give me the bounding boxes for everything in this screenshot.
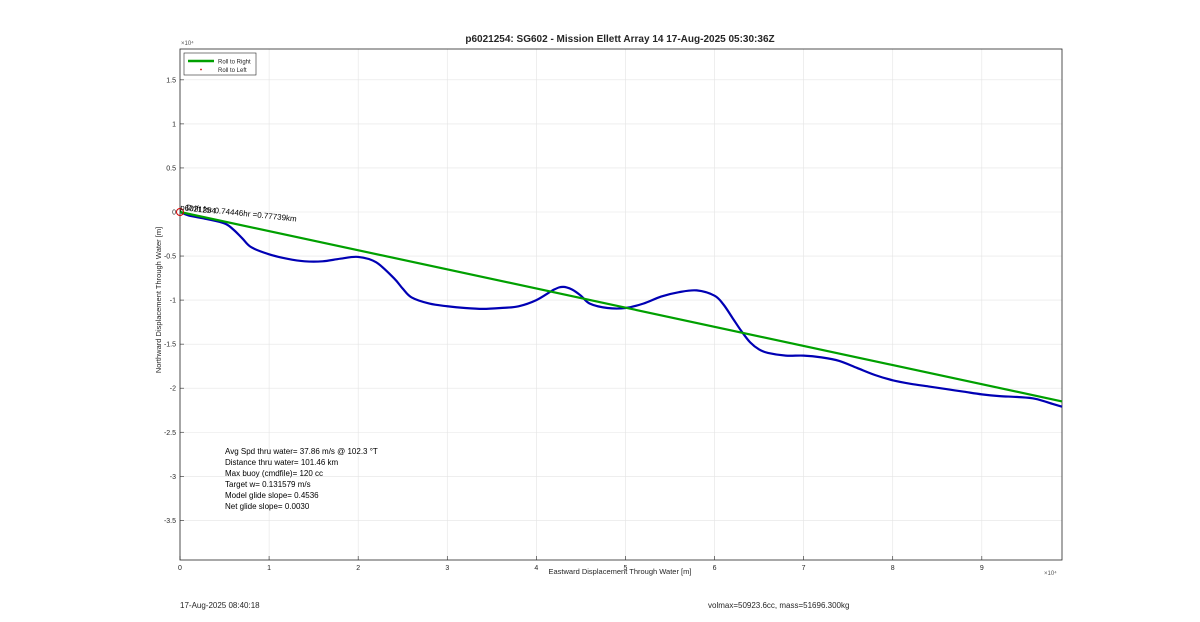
- y-axis-exponent: ×10⁴: [181, 40, 194, 47]
- axis-ticks: 0 1 2 3 4 5 6 7 8 9 1.5 1 0.5 0 -0.5 -1 -1.5 -2 -2.5 -3 -3.5: [164, 77, 984, 572]
- plot-frame: [179, 48, 1063, 561]
- x-tick-label: 8: [891, 565, 895, 572]
- x-axis-label: Eastward Displacement Through Water [m]: [549, 567, 692, 576]
- start-annotation: p6021254 Drift for 0.74446hr =0.77739km: [180, 203, 298, 224]
- x-tick-label: 3: [445, 565, 449, 572]
- y-tick-label: -1: [170, 298, 176, 305]
- y-tick-label: -2: [170, 386, 176, 393]
- legend: Roll to Right Roll to Left: [183, 52, 257, 76]
- y-tick-label: 1: [172, 121, 176, 128]
- x-tick-label: 1: [267, 565, 271, 572]
- y-tick-label: -3: [170, 474, 176, 481]
- chart-title: p6021254: SG602 - Mission Ellett Array 1…: [465, 34, 774, 45]
- start-marker: [176, 207, 184, 216]
- y-tick-label: 0.5: [166, 165, 176, 172]
- drift-annotation: Drift for 0.74446hr =0.77739km: [186, 203, 298, 224]
- stats-annotation: Avg Spd thru water= 37.86 m/s @ 102.3 °T…: [225, 447, 378, 511]
- series-track-line: [179, 210, 1063, 408]
- y-tick-label: -2.5: [164, 430, 176, 437]
- stat-max-buoy: Max buoy (cmdfile)= 120 cc: [225, 469, 323, 478]
- x-tick-label: 2: [356, 565, 360, 572]
- legend-label-roll-right: Roll to Right: [218, 60, 251, 66]
- x-tick-label: 5: [624, 565, 628, 572]
- series-fit-line: [179, 210, 1063, 403]
- x-tick-label: 4: [534, 565, 538, 572]
- stat-model-glide-slope: Model glide slope= 0.4536: [225, 491, 319, 500]
- y-tick-label: -3.5: [164, 518, 176, 525]
- y-axis-label: Northward Displacement Through Water [m]: [154, 227, 163, 373]
- x-axis-exponent: ×10⁴: [1044, 570, 1057, 577]
- x-tick-label: 6: [713, 565, 717, 572]
- x-tick-label: 7: [802, 565, 806, 572]
- legend-box: [183, 52, 257, 76]
- stat-distance: Distance thru water= 101.46 km: [225, 458, 339, 467]
- stat-avg-speed: Avg Spd thru water= 37.86 m/s @ 102.3 °T: [225, 447, 378, 456]
- x-tick-label: 9: [980, 565, 984, 572]
- y-tick-label: -0.5: [164, 254, 176, 261]
- y-tick-label: 1.5: [166, 77, 176, 84]
- series-layer: [176, 207, 1063, 408]
- y-tick-label: -1.5: [164, 342, 176, 349]
- stat-target-w: Target w= 0.131579 m/s: [225, 480, 311, 489]
- legend-swatch-roll-left: [200, 68, 202, 71]
- footer-timestamp: 17-Aug-2025 08:40:18: [180, 601, 260, 610]
- footer-volmax-mass: volmax=50923.6cc, mass=51696.300kg: [708, 601, 850, 610]
- start-label: p6021254: [180, 203, 217, 216]
- stat-net-glide-slope: Net glide slope= 0.0030: [225, 502, 310, 511]
- y-tick-label: 0: [172, 209, 176, 216]
- x-tick-label: 0: [178, 565, 182, 572]
- legend-label-roll-left: Roll to Left: [218, 68, 247, 74]
- grid-lines: [179, 49, 1062, 560]
